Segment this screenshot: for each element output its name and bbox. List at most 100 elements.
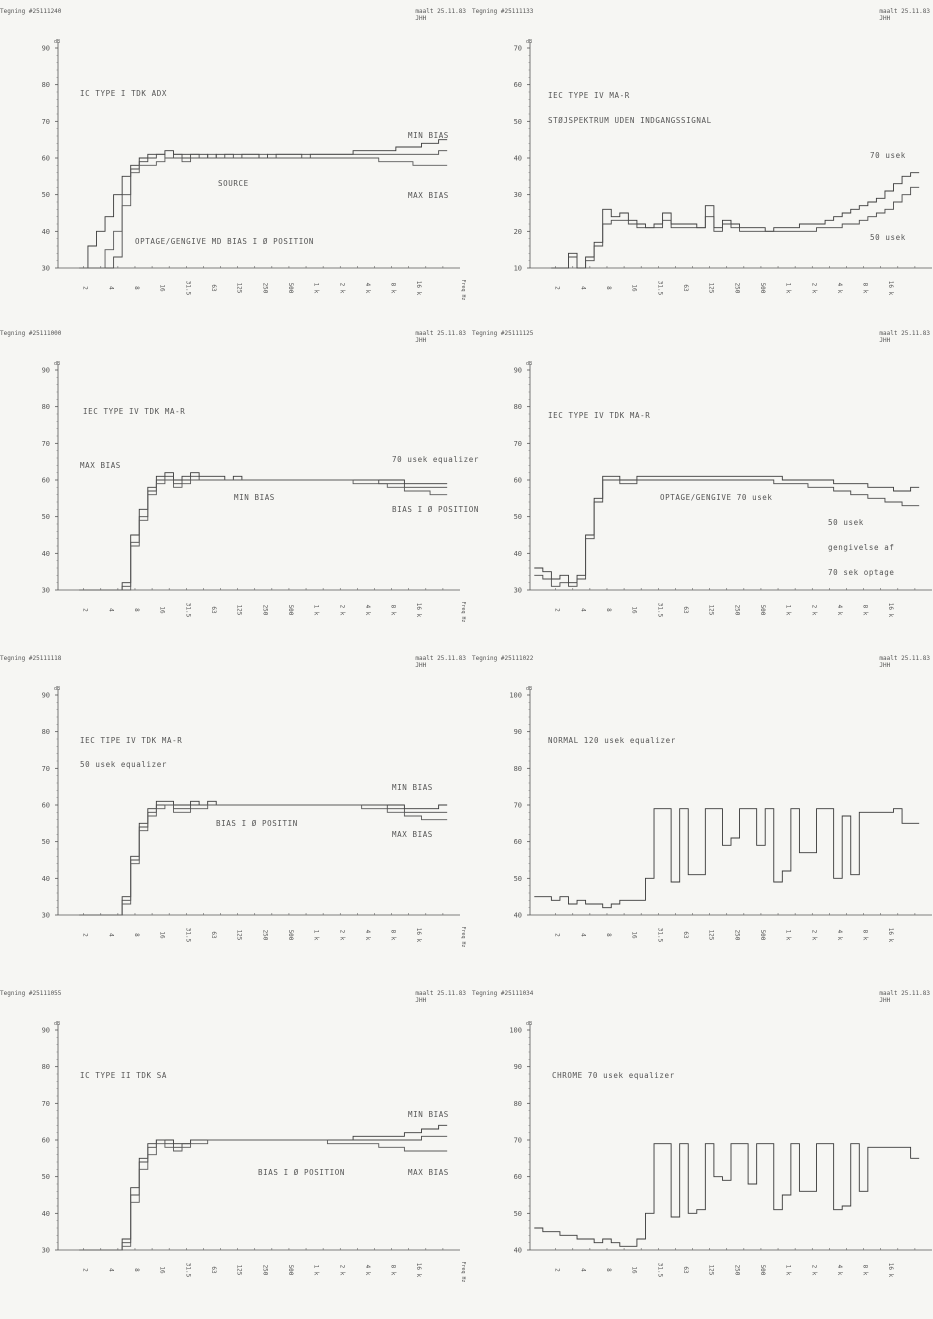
measured-date: maalt 25.11.83 JHH: [415, 990, 466, 1004]
chart-panel: Tegning #25111240 maalt 25.11.83 JHH 30 40 50…: [0, 8, 470, 328]
y-tick-label: 40: [42, 875, 50, 883]
series-line: [551, 172, 920, 269]
y-tick-label: 90: [42, 367, 50, 375]
y-tick-label: 90: [42, 692, 50, 700]
y-tick-label: 40: [514, 1247, 522, 1255]
x-tick-label: 125: [236, 930, 243, 941]
x-tick-label: 500: [759, 283, 766, 294]
annotation: IEC TYPE IV MA-R: [548, 91, 630, 100]
annotation: SOURCE: [218, 179, 249, 188]
x-tick-label: 2: [82, 286, 89, 290]
y-tick-label: 50: [42, 513, 50, 521]
y-axis-label: dB: [54, 1021, 60, 1027]
annotation: OPTAGE/GENGIVE 70 usek: [660, 493, 773, 502]
drawing-number: Tegning #25111118: [0, 655, 62, 662]
measured-date: maalt 25.11.83 JHH: [879, 990, 930, 1004]
y-tick-label: 60: [42, 802, 50, 810]
series-line: [79, 139, 448, 269]
x-tick-label: 1 k: [313, 1265, 320, 1276]
x-tick-label: 250: [733, 605, 740, 616]
x-tick-label: 2: [554, 608, 561, 612]
drawing-number: Tegning #25111240: [0, 8, 62, 15]
chart-panel: Tegning #25111000 maalt 25.11.83 JHH 30 40 50…: [0, 330, 478, 652]
y-axis-label: dB: [54, 361, 60, 367]
x-tick-label: 63: [682, 931, 689, 939]
y-tick-label: 10: [514, 265, 522, 273]
annotation: MIN BIAS: [408, 131, 449, 140]
x-tick-label: 1 k: [313, 283, 320, 294]
annotation: MIN BIAS: [408, 1110, 449, 1119]
x-tick-label: 2: [82, 933, 89, 937]
x-tick-label: 16: [631, 284, 638, 292]
x-tick-label: 500: [287, 283, 294, 294]
y-tick-label: 100: [509, 692, 522, 700]
x-tick-label: 2 k: [338, 1265, 345, 1276]
annotation: 70 usek: [870, 151, 906, 160]
x-tick-label: 16: [631, 1266, 638, 1274]
x-tick-label: 8: [133, 933, 140, 937]
x-tick-label: 63: [210, 931, 217, 939]
initials: JHH: [879, 15, 891, 22]
x-tick-label: 8 k: [862, 283, 869, 294]
x-tick-label: 500: [287, 930, 294, 941]
initials: JHH: [415, 15, 427, 22]
annotation: 50 usek: [870, 233, 906, 242]
x-tick-label: 125: [708, 283, 715, 294]
annotation: STØJSPEKTRUM UDEN INDGANGSSIGNAL: [548, 116, 712, 125]
x-tick-label: 8: [605, 1268, 612, 1272]
series-line: [79, 479, 448, 591]
y-tick-label: 70: [514, 802, 522, 810]
measured-date: maalt 25.11.83 JHH: [415, 8, 466, 22]
x-tick-label: 63: [682, 284, 689, 292]
measured-label: maalt 25.11.83: [879, 655, 930, 662]
x-tick-label: 8: [605, 286, 612, 290]
x-tick-label: 125: [236, 605, 243, 616]
x-tick-label: 8 k: [862, 930, 869, 941]
y-tick-label: 70: [42, 1100, 50, 1108]
measured-label: maalt 25.11.83: [879, 990, 930, 997]
x-tick-label: 63: [682, 606, 689, 614]
chart-svg: 40 50 60 70 80 90 100 dB 2 4 8 16 31.5 63 125 250 500 1 k…: [509, 1021, 933, 1283]
y-tick-label: 60: [42, 477, 50, 485]
annotation: NORMAL 120 usek equalizer: [548, 736, 676, 745]
x-tick-label: 500: [287, 605, 294, 616]
x-tick-label: 4 k: [836, 1265, 843, 1276]
x-tick-label: 125: [236, 283, 243, 294]
y-tick-label: 70: [42, 440, 50, 448]
drawing-number: Tegning #25111034: [472, 990, 534, 997]
measured-date: maalt 25.11.83 JHH: [879, 330, 930, 344]
x-tick-label: 2 k: [810, 283, 817, 294]
y-axis-label: dB: [526, 1021, 532, 1027]
y-tick-label: 80: [42, 728, 50, 736]
x-tick-label: 4: [107, 933, 114, 937]
drawing-number: Tegning #25111000: [0, 330, 62, 337]
annotation: BIAS I Ø POSITION: [392, 505, 479, 514]
x-tick-label: 4 k: [364, 605, 371, 616]
x-tick-label: 4: [579, 286, 586, 290]
series-line: [534, 479, 920, 587]
x-tick-label: 250: [733, 930, 740, 941]
y-tick-label: 20: [514, 228, 522, 236]
annotation: gengivelse af: [828, 543, 895, 552]
x-tick-label: 4 k: [836, 283, 843, 294]
x-tick-label: 8 k: [390, 605, 397, 616]
chart-panel: Tegning #25111055 maalt 25.11.83 JHH 30 40 50…: [0, 990, 470, 1310]
measured-label: maalt 25.11.83: [415, 655, 466, 662]
y-tick-label: 50: [42, 191, 50, 199]
x-tick-label: 16 k: [887, 1263, 894, 1278]
y-tick-label: 90: [514, 728, 522, 736]
y-tick-label: 60: [514, 81, 522, 89]
x-tick-label: 63: [210, 1266, 217, 1274]
y-tick-label: 90: [514, 367, 522, 375]
x-tick-label: 4 k: [836, 930, 843, 941]
x-tick-label: 2 k: [810, 930, 817, 941]
annotation: MAX BIAS: [408, 191, 449, 200]
x-tick-label: 63: [210, 284, 217, 292]
chart-panel: Tegning #25111125 maalt 25.11.83 JHH 30 40 50…: [472, 330, 933, 652]
x-tick-label: 1 k: [785, 283, 792, 294]
y-tick-label: 80: [42, 81, 50, 89]
x-tick-label: 4 k: [364, 1265, 371, 1276]
x-tick-label: 31.5: [184, 928, 191, 943]
x-tick-label: 250: [261, 283, 268, 294]
